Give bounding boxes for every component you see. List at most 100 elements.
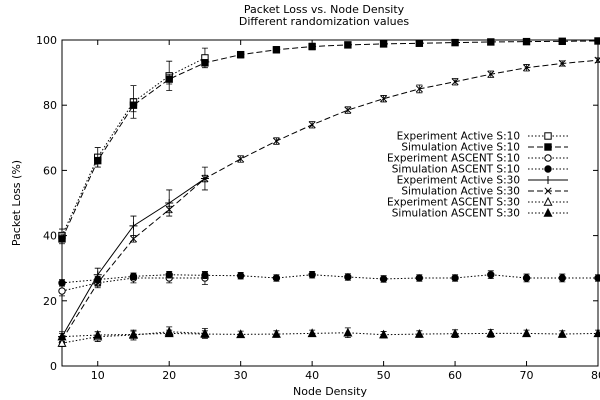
data-point (236, 271, 245, 280)
data-point (522, 37, 531, 46)
data-point (165, 75, 173, 83)
data-point (165, 199, 174, 207)
data-point (271, 328, 281, 338)
legend-marker (544, 165, 552, 173)
data-point (165, 205, 173, 214)
data-point (164, 328, 174, 338)
data-point (344, 41, 352, 49)
series-7 (57, 327, 600, 341)
series-1 (58, 37, 600, 245)
data-point (93, 329, 103, 339)
data-point (57, 338, 67, 347)
data-point (201, 174, 209, 183)
plot-frame (61, 39, 599, 367)
data-point (415, 274, 424, 282)
y-tick-label: 20 (43, 295, 57, 308)
x-tick-label: 80 (591, 369, 600, 382)
data-point (129, 101, 138, 109)
legend-label: Experiment ASCENT S:30 (387, 197, 520, 209)
x-tick-label: 40 (305, 369, 319, 382)
data-point (522, 274, 531, 282)
series-layer (57, 37, 600, 347)
data-point (129, 272, 138, 281)
y-tick-label: 60 (43, 164, 57, 177)
data-point (58, 235, 66, 243)
data-point (594, 56, 600, 64)
data-point (594, 274, 600, 282)
x-tick-label: 70 (520, 369, 534, 382)
y-tick-label: 100 (36, 34, 57, 47)
series-line (61, 40, 599, 240)
legend-marker (544, 132, 552, 140)
data-point (344, 273, 352, 281)
x-tick-label: 10 (91, 369, 105, 382)
data-point (57, 331, 67, 341)
x-tick-label: 20 (162, 369, 176, 382)
data-point (201, 271, 209, 280)
data-point (93, 270, 102, 279)
legend-marker (543, 196, 553, 206)
y-tick-label: 80 (43, 99, 57, 112)
data-point (94, 279, 102, 287)
data-point (486, 328, 496, 338)
y-tick-label: 0 (50, 360, 57, 373)
data-point (236, 329, 246, 339)
data-point (557, 328, 567, 338)
data-point (128, 329, 138, 339)
data-point (450, 328, 460, 338)
data-point (414, 328, 424, 338)
data-point (165, 271, 173, 279)
legend-label: Experiment ASCENT S:10 (387, 153, 520, 165)
data-point (129, 235, 138, 243)
data-point (308, 42, 316, 51)
series-line (61, 331, 205, 344)
data-point (308, 121, 316, 129)
legend-label: Simulation Active S:30 (401, 186, 520, 198)
data-point (380, 95, 388, 103)
data-point (594, 37, 600, 45)
data-point (236, 50, 245, 59)
series-3 (58, 270, 600, 287)
legend-label: Experiment Active S:30 (397, 175, 520, 187)
data-point (201, 59, 209, 67)
data-point (558, 59, 566, 68)
data-point (94, 156, 102, 165)
data-point (344, 106, 352, 114)
legend-marker (544, 154, 552, 162)
data-point (487, 38, 495, 46)
series-line (61, 178, 206, 337)
series-line (61, 59, 599, 341)
y-axis-label: Packet Loss (%) (10, 160, 23, 246)
data-point (58, 287, 66, 295)
chart-subtitle: Different randomization values (239, 15, 410, 28)
x-axis-label: Node Density (293, 385, 368, 398)
legend-label: Simulation ASCENT S:10 (392, 164, 520, 176)
data-point (487, 70, 495, 78)
data-point (558, 37, 566, 46)
data-point (522, 328, 532, 338)
data-point (129, 221, 138, 230)
data-point (451, 78, 459, 86)
data-point (558, 274, 566, 282)
data-point (200, 328, 210, 338)
series-line (61, 57, 206, 236)
legend-label: Experiment Active S:10 (397, 131, 520, 143)
data-point (272, 274, 281, 282)
data-point (487, 271, 495, 279)
data-point (58, 279, 66, 287)
data-point (343, 327, 353, 337)
legend-marker (544, 143, 552, 151)
x-tick-label: 30 (234, 369, 248, 382)
data-point (415, 85, 423, 93)
series-4 (58, 166, 209, 342)
legend-marker (544, 187, 552, 195)
data-point (379, 40, 388, 48)
series-5 (58, 56, 600, 344)
y-tick-label: 40 (43, 230, 57, 243)
data-point (272, 137, 280, 145)
data-point (522, 64, 531, 72)
data-point (307, 328, 317, 338)
series-0 (58, 47, 209, 243)
